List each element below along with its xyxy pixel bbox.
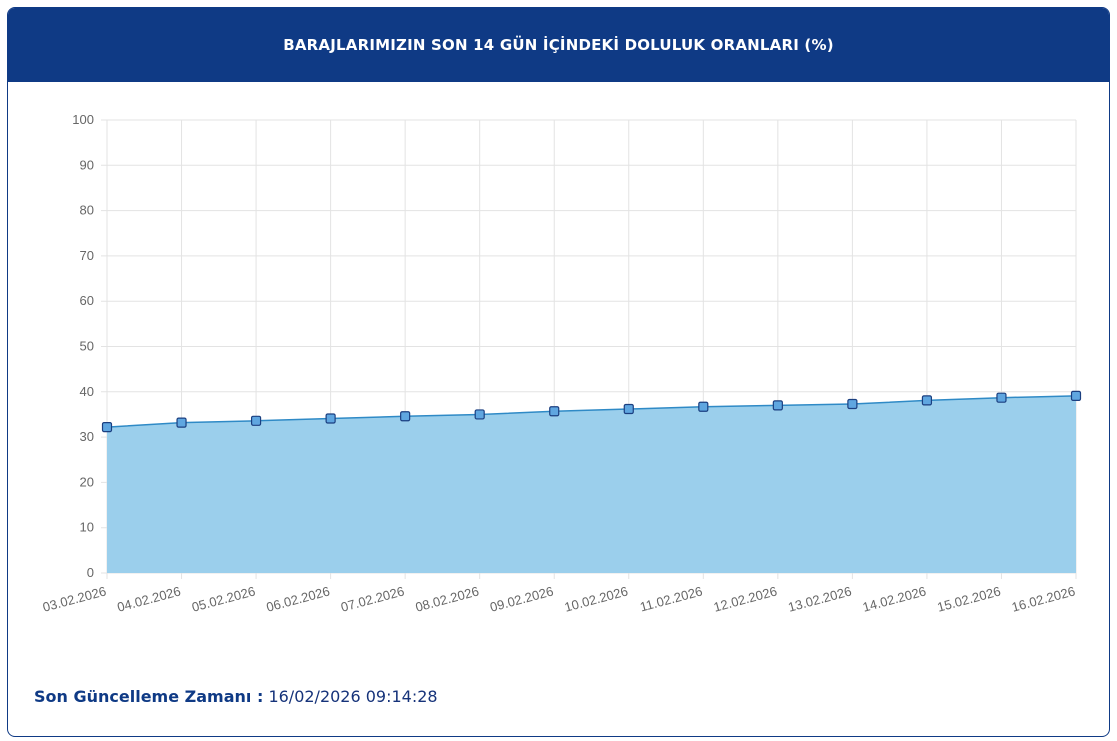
x-tick-label: 03.02.2026 — [41, 583, 108, 614]
data-point — [921, 395, 933, 406]
x-tick-label: 11.02.2026 — [638, 583, 704, 614]
data-point — [250, 415, 262, 426]
chart-card: BARAJLARIMIZIN SON 14 GÜN İÇİNDEKİ DOLUL… — [7, 7, 1110, 737]
data-point — [698, 401, 709, 412]
x-tick-label: 12.02.2026 — [712, 583, 779, 614]
x-tick-label: 10.02.2026 — [563, 583, 630, 614]
y-tick-label: 90 — [80, 157, 94, 172]
x-tick-label: 07.02.2026 — [339, 583, 406, 614]
y-tick-label: 40 — [80, 384, 94, 399]
data-point — [1070, 390, 1082, 401]
data-point — [400, 411, 411, 422]
data-point — [847, 398, 858, 410]
y-tick-label: 10 — [80, 520, 94, 535]
last-update: Son Güncelleme Zamanı : 16/02/2026 09:14… — [34, 687, 438, 706]
series-line — [106, 395, 1077, 428]
y-tick-label: 70 — [80, 248, 94, 263]
data-point — [996, 392, 1007, 403]
last-update-label: Son Güncelleme Zamanı : — [34, 687, 264, 706]
x-tick-label: 04.02.2026 — [116, 583, 183, 614]
chart-area: 0 10 20 30 40 50 60 70 80 90 100 03.02.2026 04.02.20… — [8, 82, 1109, 642]
y-tick-label: 100 — [72, 112, 94, 127]
data-point — [176, 417, 187, 428]
last-update-value: 16/02/2026 09:14:28 — [263, 687, 438, 706]
y-tick-label: 0 — [87, 565, 94, 580]
y-tick-label: 80 — [80, 203, 94, 218]
y-tick-label: 60 — [80, 293, 94, 308]
x-tick-label: 14.02.2026 — [861, 583, 928, 614]
chart-title: BARAJLARIMIZIN SON 14 GÜN İÇİNDEKİ DOLUL… — [283, 36, 834, 54]
data-point — [772, 400, 783, 411]
x-tick-label: 08.02.2026 — [414, 583, 481, 614]
fill-rate-chart: 0 10 20 30 40 50 60 70 80 90 100 03.02.2026 04.02.20… — [41, 112, 1082, 615]
y-tick-label: 20 — [80, 474, 94, 489]
x-tick-label: 15.02.2026 — [935, 583, 1002, 614]
y-tick-label: 50 — [80, 339, 94, 354]
x-tick-label: 16.02.2026 — [1010, 583, 1077, 614]
data-point — [474, 409, 485, 420]
x-tick-label: 09.02.2026 — [488, 583, 555, 614]
x-tick-label: 06.02.2026 — [265, 583, 332, 614]
x-tick-label: 13.02.2026 — [786, 583, 853, 614]
chart-header: BARAJLARIMIZIN SON 14 GÜN İÇİNDEKİ DOLUL… — [8, 8, 1109, 82]
data-point — [325, 413, 336, 424]
data-point — [101, 422, 113, 433]
data-point — [549, 406, 560, 417]
x-tick-label: 05.02.2026 — [190, 583, 257, 614]
series-area — [107, 395, 1076, 573]
y-tick-label: 30 — [80, 429, 94, 444]
data-point — [623, 403, 634, 415]
